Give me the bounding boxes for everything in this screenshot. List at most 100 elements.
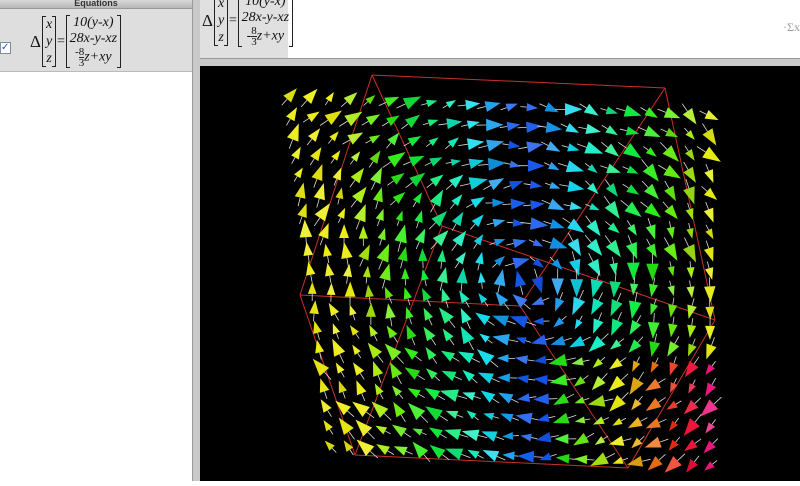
arrow-cone [605,201,620,219]
arrow-cone [357,440,375,457]
arrow-cone [408,136,422,146]
arrow-shaft [654,313,655,322]
arrow-cone [309,300,319,314]
arrow-cone [446,411,459,419]
arrow-shaft [642,459,651,461]
arrow-cone [488,178,504,190]
arrow-cone [539,452,551,460]
arrow-shaft [341,102,347,107]
box-edge [300,75,372,295]
arrow-shaft [531,438,537,439]
arrow-cone [550,374,568,386]
arrow-shaft [449,320,455,327]
arrow-shaft [706,241,709,249]
arrow-cone [704,208,714,223]
arrow-cone [294,167,303,178]
arrow-cone [308,282,317,294]
arrow-cone [412,429,422,436]
arrow-shaft [674,357,676,364]
arrow-cone [553,413,570,424]
arrow-shaft [498,285,500,294]
arrow-shaft [694,357,699,364]
arrow-cone [569,259,580,276]
arrow-cone [513,239,527,248]
arrow-cone [291,147,301,160]
arrow-shaft [684,238,688,247]
arrow-shaft [325,100,328,105]
arrow-shaft [467,321,470,329]
arrow-shaft [427,299,430,305]
equation-checkbox[interactable]: ✓ [0,42,11,54]
arrow-shaft [408,298,410,304]
arrow-cone [685,149,695,161]
arrow-cone [546,141,561,152]
arrow-cone [590,452,609,466]
arrow-shaft [690,280,691,286]
arrow-cone [668,266,675,276]
arrow-shaft [347,258,349,267]
arrow-shaft [368,432,375,439]
arrow-cone [472,214,484,227]
arrow-cone [483,450,500,461]
arrow-cone [387,132,399,145]
arrow-cone [565,123,579,133]
arrow-shaft [478,455,484,458]
sigma-button[interactable]: ·Σx [783,20,800,35]
arrow-shaft [692,298,694,305]
arrow-shaft [549,416,556,417]
arrow-cone [429,137,439,146]
arrow-cone [369,325,378,337]
arrow-shaft [518,147,527,149]
arrow-cone [345,282,356,297]
arrow-shaft [328,256,329,263]
vector-field-plot[interactable] [200,66,800,481]
arrow-cone [649,341,660,357]
arrow-cone [458,352,474,364]
arrow-shaft [560,292,563,299]
arrow-shaft [619,339,624,343]
3d-plot-view[interactable] [200,66,800,481]
arrow-shaft [404,433,411,438]
arrow-cone [545,102,559,112]
arrow-shaft [670,281,672,287]
arrow-shaft [325,391,327,398]
arrow-cone [448,137,459,147]
arrow-cone [533,317,544,325]
arrow-cone [606,183,618,197]
arrow-shaft [454,377,461,380]
arrow-cone [451,194,462,206]
arrow-shaft [641,202,648,208]
arrow-cone [333,168,342,181]
arrow-cone [533,258,544,268]
arrow-cone [646,224,656,239]
arrow-shaft [638,372,643,380]
arrow-shaft [620,129,627,131]
arrow-cone [611,318,623,335]
arrow-cone [368,343,382,359]
arrow-cone [439,307,454,324]
arrow-cone [512,258,529,269]
arrow-cone [478,293,487,304]
arrow-cone [505,104,517,112]
arrow-shaft [478,263,480,270]
arrow-cone [508,141,520,149]
arrow-shaft [701,186,707,191]
arrow-shaft [713,439,718,444]
arrow-cone [510,316,529,328]
arrow-shaft [292,157,295,163]
arrow-shaft [369,161,373,167]
arrow-cone [486,140,504,152]
arrow-shaft [706,164,709,171]
arrow-shaft [543,298,549,301]
arrow-cone [593,358,603,368]
arrow-shaft [469,341,474,350]
arrow-shaft [497,456,505,460]
arrow-shaft [507,321,516,324]
arrow-cone [574,455,587,464]
arrow-shaft [308,255,309,263]
arrow-shaft [376,201,378,209]
arrow-shaft [378,355,384,362]
arrow-shaft [512,418,519,420]
arrow-shaft [523,205,531,206]
